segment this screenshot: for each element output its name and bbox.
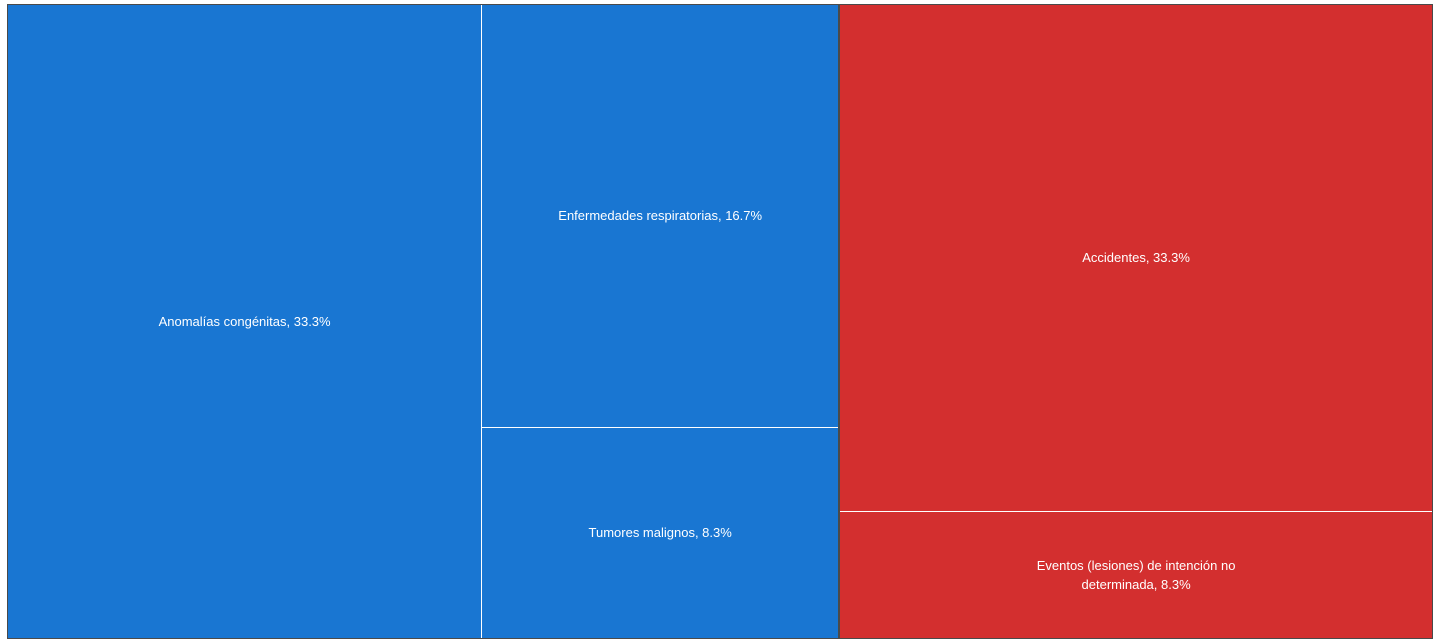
tile-label: Tumores malignos, 8.3% [588,525,732,541]
tile: Tumores malignos, 8.3% [482,427,839,638]
tile: Enfermedades respiratorias, 16.7% [482,5,839,427]
group: Accidentes, 33.3% Eventos (lesiones) de i… [840,5,1432,638]
tile-label: Eventos (lesiones) de intención no deter… [1036,557,1236,592]
group: Anomalías congénitas, 33.3% Enfermedades … [8,5,839,638]
tile: Eventos (lesiones) de intención no deter… [840,511,1432,638]
tile-label: Accidentes, 33.3% [1082,250,1190,266]
tile: Anomalías congénitas, 33.3% [8,5,482,638]
tile-label: Anomalías congénitas, 33.3% [158,314,331,329]
tile-label: Enfermedades respiratorias, 16.7% [558,208,763,224]
tile: Accidentes, 33.3% [840,5,1432,511]
treemap: Anomalías congénitas, 33.3% Enfermedades … [7,4,1433,639]
